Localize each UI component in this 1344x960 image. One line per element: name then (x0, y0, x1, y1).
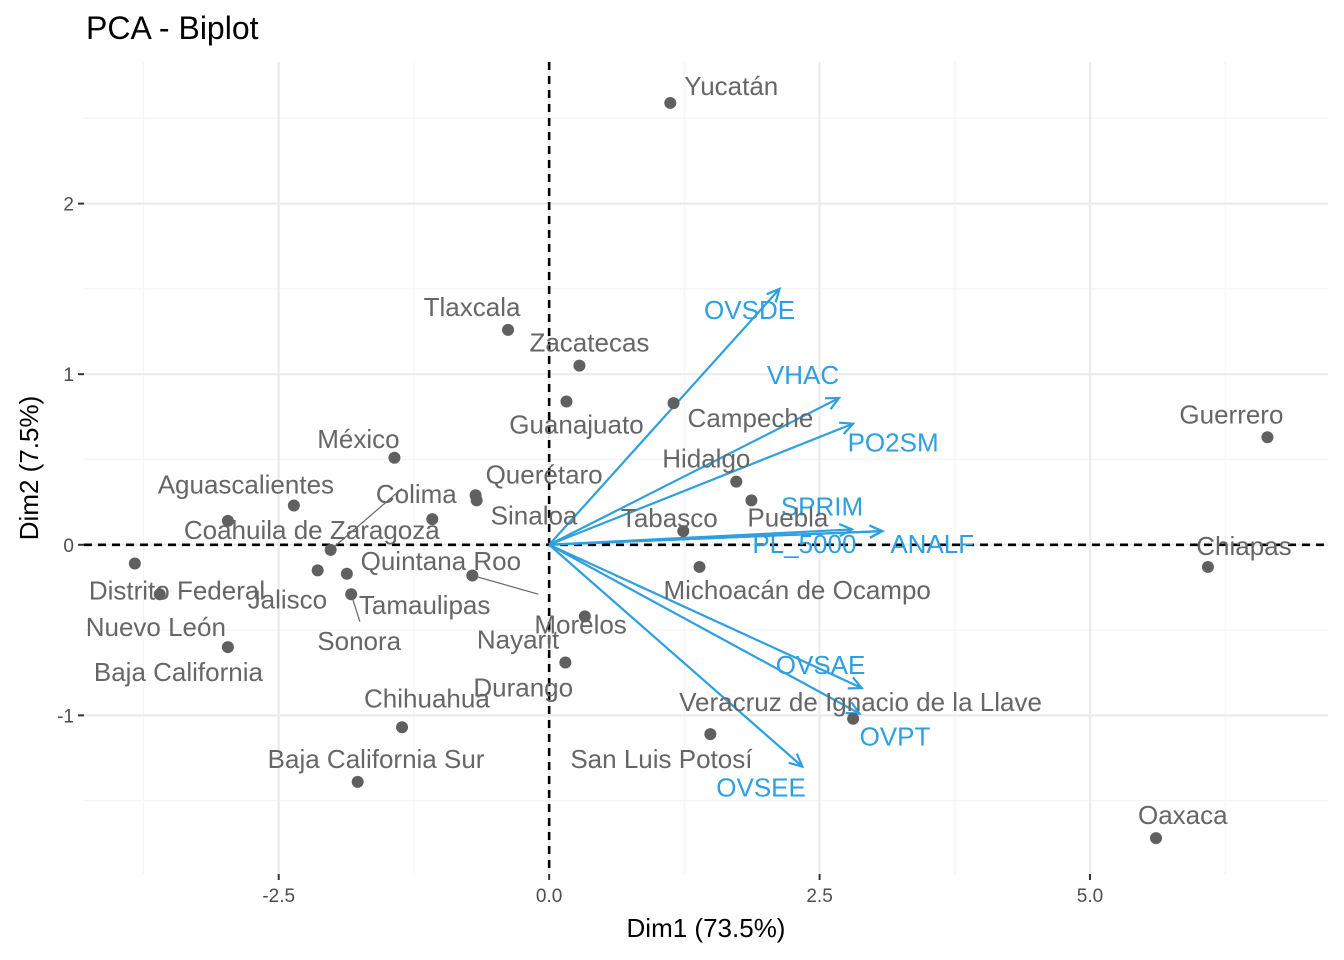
individual-point (704, 728, 717, 741)
individual-label: Nuevo León (86, 612, 226, 642)
individual-point (340, 567, 353, 580)
individual-label: Colima (376, 479, 457, 509)
individual-label: Chihuahua (364, 683, 490, 713)
variable-arrow (548, 288, 781, 546)
individual-point (559, 656, 572, 669)
individual-point (677, 525, 690, 538)
individual-point (693, 560, 706, 573)
variable-arrow (548, 422, 854, 546)
individual-label: Sonora (317, 626, 401, 656)
individual-point (466, 569, 479, 582)
individual-point (730, 475, 743, 488)
individual-point (470, 494, 483, 507)
individual-label: México (317, 424, 399, 454)
variable-arrowhead (869, 524, 885, 539)
x-tick-label: 5.0 (1077, 886, 1103, 907)
y-tick-label: 0 (63, 536, 74, 557)
individual-label: Hidalgo (662, 444, 750, 474)
individual-point (128, 557, 141, 570)
variable-arrow (549, 530, 883, 546)
variable-arrowhead (845, 701, 862, 715)
x-tick-label: 2.5 (806, 886, 832, 907)
individual-point (388, 451, 401, 464)
individual-point (664, 96, 677, 109)
individual-label: Guerrero (1179, 399, 1283, 429)
variable-arrow (548, 543, 861, 715)
individual-label: Querétaro (486, 459, 603, 489)
individual-label: Zacatecas (529, 328, 649, 358)
individual-label: Aguascalientes (158, 470, 334, 500)
individual-label: Baja California (94, 657, 264, 687)
individual-point (578, 610, 591, 623)
individual-point (1150, 832, 1162, 845)
individual-label: Durango (473, 672, 573, 702)
variable-label: OVSEE (716, 773, 806, 803)
variable-label: SPRIM (781, 491, 863, 521)
x-tick-label: -2.5 (262, 886, 295, 907)
individual-point (396, 721, 409, 734)
individual-point (153, 588, 166, 601)
x-axis-title: Dim1 (73.5%) (627, 913, 786, 943)
individual-label: Tamaulipas (359, 590, 491, 620)
individual-point (311, 564, 324, 577)
individual-point (221, 641, 234, 654)
individual-label: Chiapas (1196, 531, 1291, 561)
variable-arrowhead (839, 421, 856, 435)
variable-arrow (548, 397, 840, 546)
label-leader-line (330, 488, 403, 551)
individual-point (745, 494, 758, 507)
individual-label: Nayarit (477, 624, 560, 654)
variable-label: OVPT (860, 722, 931, 752)
chart-title: PCA - Biplot (86, 10, 259, 46)
individual-point (560, 395, 573, 408)
individual-point (287, 499, 300, 512)
individual-label: Puebla (747, 502, 828, 532)
variable-arrow (548, 543, 863, 690)
variable-arrowhead (766, 286, 782, 303)
variable-arrow (548, 543, 803, 768)
y-axis-title: Dim2 (7.5%) (14, 396, 44, 540)
variable-label: VHAC (767, 360, 839, 390)
variable-arrowhead (788, 753, 805, 769)
individual-point (1261, 431, 1274, 444)
individual-point (324, 543, 337, 556)
individual-label: Veracruz de Ignacio de la Llave (679, 687, 1042, 717)
y-tick-label: 1 (63, 365, 74, 386)
individual-label: Tabasco (621, 503, 718, 533)
variable-label: PO2SM (848, 428, 939, 458)
individual-point (1201, 560, 1214, 573)
individual-point (573, 359, 586, 372)
individual-label: Guanajuato (509, 409, 643, 439)
individual-label: Coahuila de Zaragoza (184, 515, 440, 545)
individual-label: San Luis Potosí (570, 744, 753, 774)
x-tick-label: 0.0 (536, 886, 562, 907)
individual-point (351, 775, 364, 788)
individual-point (426, 513, 439, 526)
individual-label: Jalisco (248, 584, 327, 614)
individual-point (221, 514, 234, 527)
variable-arrowhead (838, 522, 855, 538)
y-tick-label: -1 (57, 706, 74, 727)
individual-label: Quintana Roo (361, 546, 521, 576)
variable-arrowhead (847, 676, 865, 690)
individual-label: Campeche (688, 403, 814, 433)
individual-label: Oaxaca (1138, 800, 1228, 830)
individual-label: Sinaloa (491, 500, 578, 530)
individual-label: Distrito Federal (89, 576, 265, 606)
variable-label: OVSDE (704, 295, 795, 325)
individual-label: Michoacán de Ocampo (664, 575, 931, 605)
individual-label: Baja California Sur (268, 744, 485, 774)
variable-arrowhead (825, 396, 842, 410)
individual-point (847, 712, 860, 725)
y-tick-label: 2 (63, 195, 74, 216)
variable-label: ANALF (890, 529, 974, 559)
individual-label: Tlaxcala (424, 292, 521, 322)
individual-point (667, 397, 680, 410)
individual-point (502, 323, 515, 336)
individual-label: Yucatán (684, 71, 778, 101)
individual-point (345, 588, 358, 601)
label-leader-line (472, 574, 539, 595)
